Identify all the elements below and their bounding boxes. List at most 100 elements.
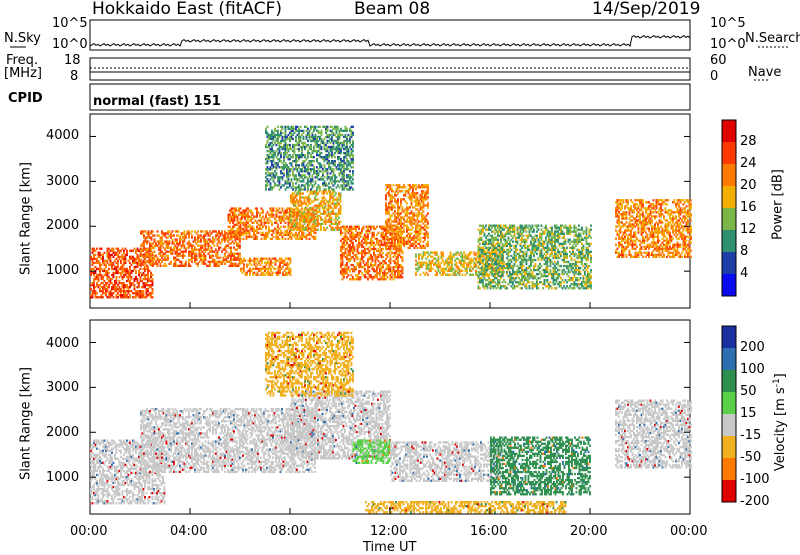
power-cell [406, 214, 408, 216]
power-cell [247, 207, 249, 209]
power-cell [532, 271, 534, 273]
power-cell [246, 272, 248, 274]
power-cell [254, 260, 256, 262]
power-cell [463, 251, 465, 253]
power-cell [249, 268, 251, 270]
power-cell [551, 251, 553, 253]
power-cell [482, 261, 484, 263]
power-cell [257, 264, 259, 266]
power-cell [532, 273, 534, 275]
power-cell [451, 262, 453, 264]
power-cell [306, 236, 308, 238]
power-cell [397, 262, 399, 264]
power-cell [436, 272, 438, 274]
power-cell [463, 260, 465, 262]
power-cell [161, 257, 163, 259]
power-cell [229, 226, 231, 228]
power-cell [390, 218, 392, 220]
power-cell [134, 288, 136, 290]
power-cell [475, 258, 477, 260]
power-cell [128, 270, 130, 272]
power-cell [505, 235, 507, 237]
power-cell [484, 277, 486, 279]
power-cell [384, 270, 386, 272]
power-cell [366, 232, 368, 234]
power-cell [390, 256, 392, 258]
power-cell [493, 231, 495, 233]
power-cell [375, 262, 377, 264]
power-cell [297, 236, 299, 238]
power-cell [391, 208, 393, 210]
power-cell [113, 264, 115, 266]
power-cell [556, 287, 558, 289]
power-cell [152, 242, 154, 244]
power-cell [403, 231, 405, 233]
power-cell [547, 281, 549, 283]
power-cell [367, 234, 369, 236]
power-cell [299, 190, 301, 192]
power-cell [205, 259, 207, 261]
power-cell [119, 280, 121, 282]
power-cell [265, 226, 267, 228]
power-cell [243, 228, 245, 230]
power-cell [414, 196, 416, 198]
power-cell [354, 250, 356, 252]
power-cell [512, 269, 514, 271]
power-cell [424, 253, 426, 255]
power-cell [387, 227, 389, 229]
power-cell [406, 231, 408, 233]
power-cell [488, 233, 490, 235]
power-cell [462, 258, 464, 260]
power-cell [93, 280, 95, 282]
power-cell [256, 216, 258, 218]
power-cell [536, 227, 538, 229]
power-cell [381, 262, 383, 264]
power-cell [496, 277, 498, 279]
power-cell [308, 196, 310, 198]
power-cell [366, 276, 368, 278]
power-cell [551, 239, 553, 241]
power-cell [262, 226, 264, 228]
power-cell [346, 270, 348, 272]
power-cell [417, 270, 419, 272]
power-cell [505, 225, 507, 227]
power-cell [427, 251, 429, 253]
power-cell [530, 229, 532, 231]
power-cell [367, 248, 369, 250]
power-cell [357, 258, 359, 260]
power-cell [560, 277, 562, 279]
power-cell [342, 256, 344, 258]
power-cell [111, 254, 113, 256]
power-cell [340, 198, 342, 200]
power-cell [538, 229, 540, 231]
power-cell [252, 211, 254, 213]
power-cell [313, 215, 315, 217]
power-cell [494, 245, 496, 247]
power-cell [161, 240, 163, 242]
power-cell [152, 278, 154, 280]
power-cell [427, 196, 429, 198]
power-cell [538, 257, 540, 259]
power-cell [547, 271, 549, 273]
power-cell [182, 257, 184, 259]
power-cell [196, 253, 198, 255]
power-cell [529, 271, 531, 273]
power-cell [147, 290, 149, 292]
power-cell [149, 255, 151, 257]
power-cell [547, 269, 549, 271]
power-cell [123, 264, 125, 266]
power-cell [119, 286, 121, 288]
power-cell [296, 198, 298, 200]
power-cell [262, 232, 264, 234]
power-cell [292, 211, 294, 213]
power-cell [268, 228, 270, 230]
power-cell [551, 229, 553, 231]
power-cell [544, 283, 546, 285]
power-cell [113, 262, 115, 264]
power-cell [302, 192, 304, 194]
power-cell [402, 233, 404, 235]
power-cell [122, 248, 124, 250]
power-cell [240, 238, 242, 240]
power-cell [355, 230, 357, 232]
power-cell [423, 272, 425, 274]
